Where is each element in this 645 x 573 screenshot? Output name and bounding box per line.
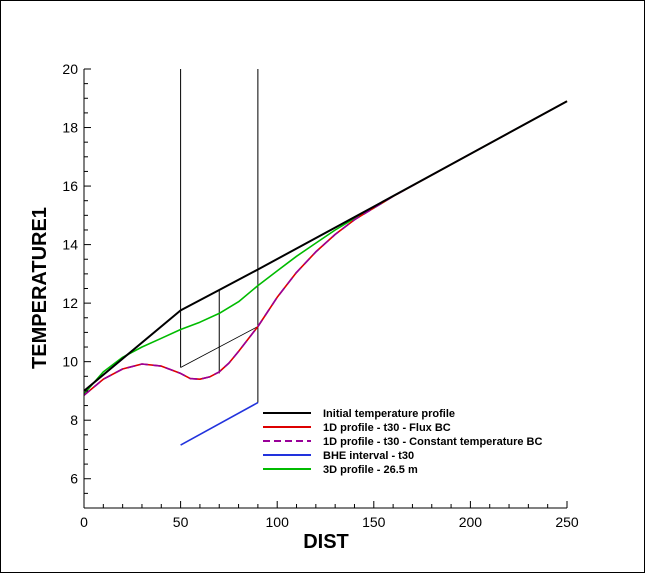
legend-entry-label: BHE interval - t30 [323, 450, 414, 462]
x-axis-title: DIST [303, 531, 349, 553]
diagonal-reference-line [180, 326, 259, 368]
series-line-2 [83, 100, 568, 396]
x-tick-label: 50 [173, 514, 189, 530]
series-line-5 [83, 100, 568, 395]
legend-entry-label: 3D profile - 26.5 m [323, 464, 418, 476]
y-tick-label: 12 [62, 295, 78, 311]
axes [83, 68, 568, 509]
legend-entry-label: 1D profile - t30 - Constant temperature … [323, 436, 542, 448]
y-tick-label: 10 [62, 354, 78, 370]
y-tick-label: 8 [70, 412, 78, 428]
series-line-1 [83, 100, 568, 392]
legend-entry-label: Initial temperature profile [323, 408, 455, 420]
x-tick-label: 250 [555, 514, 579, 530]
legend: Initial temperature profile 1D profile - … [263, 408, 542, 476]
series-line-4 [180, 401, 259, 446]
y-tick-label: 16 [62, 178, 78, 194]
x-tick-label: 150 [362, 514, 386, 530]
y-tick-label: 6 [70, 471, 78, 487]
reference-lines [180, 69, 259, 403]
y-axis-title: TEMPERATURE1 [29, 207, 51, 369]
series-line-3 [83, 100, 568, 396]
y-tick-label: 20 [62, 61, 78, 77]
legend-entry-label: 1D profile - t30 - Flux BC [323, 422, 451, 434]
x-tick-label: 100 [266, 514, 290, 530]
y-tick-label: 14 [62, 237, 78, 253]
tick-labels: 0 50 100 150 200 250 6 8 10 12 14 16 18 20 [62, 61, 578, 530]
y-tick-label: 18 [62, 120, 78, 136]
x-tick-label: 0 [80, 514, 88, 530]
x-tick-label: 200 [459, 514, 483, 530]
series-lines [83, 100, 568, 446]
